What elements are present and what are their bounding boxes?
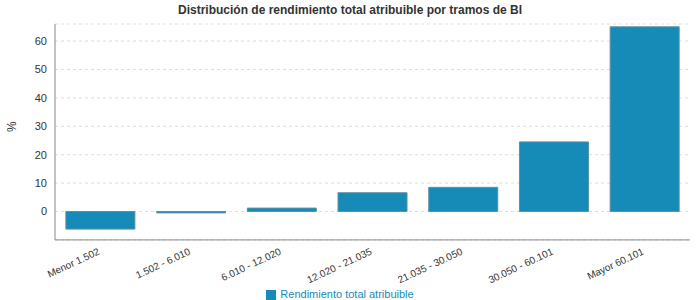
svg-text:30: 30: [35, 120, 47, 132]
svg-text:12.020 - 21.035: 12.020 - 21.035: [305, 246, 374, 286]
html-text:Distribución de rendimiento to: Distribución de rendimiento total atribu…: [178, 3, 522, 17]
svg-text:60: 60: [35, 35, 47, 47]
svg-text:%: %: [5, 121, 19, 132]
svg-text:50: 50: [35, 63, 47, 75]
html-text:Rendimiento total atribuible: Rendimiento total atribuible: [280, 287, 414, 300]
svg-text:10: 10: [35, 177, 47, 189]
svg-text:21.035 - 30.050: 21.035 - 30.050: [396, 246, 465, 286]
svg-text:30.050 - 60.101: 30.050 - 60.101: [487, 246, 556, 286]
svg-text:20: 20: [35, 149, 47, 161]
svg-text:Menor 1.502: Menor 1.502: [46, 246, 102, 280]
svg-text:Mayor 60.101: Mayor 60.101: [585, 246, 645, 282]
svg-text:40: 40: [35, 92, 47, 104]
svg-text:0: 0: [41, 205, 47, 217]
svg-text:1.502 - 6.010: 1.502 - 6.010: [134, 246, 192, 281]
svg-text:6.010 - 12.020: 6.010 - 12.020: [220, 246, 284, 283]
